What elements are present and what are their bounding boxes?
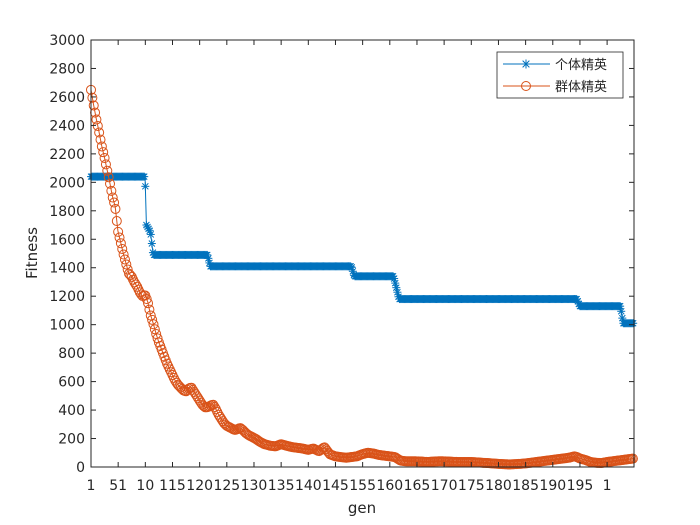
data-point-population-elite bbox=[147, 314, 158, 325]
data-point-population-elite bbox=[103, 172, 114, 183]
x-tick-label: 155 bbox=[349, 478, 376, 494]
y-tick-label: 2200 bbox=[49, 147, 85, 163]
data-point-population-elite bbox=[96, 141, 107, 152]
data-point-population-elite bbox=[88, 100, 99, 111]
y-tick-label: 1400 bbox=[49, 261, 85, 277]
data-point-population-elite bbox=[152, 333, 163, 344]
x-tick-label: 120 bbox=[186, 478, 213, 494]
legend: 个体精英 群体精英 bbox=[496, 51, 624, 99]
data-point-population-elite bbox=[143, 298, 154, 309]
x-tick-label: 51 bbox=[109, 478, 127, 494]
y-axis-label: Fitness bbox=[23, 227, 41, 279]
x-tick-label: 125 bbox=[213, 478, 240, 494]
legend-box bbox=[496, 51, 624, 99]
legend-label-series-2: 群体精英 bbox=[555, 80, 607, 95]
data-point-population-elite bbox=[109, 197, 120, 208]
y-tick-label: 200 bbox=[58, 432, 85, 448]
x-axis-label: gen bbox=[348, 499, 376, 517]
data-point-population-elite bbox=[162, 358, 173, 369]
legend-marker-series-1 bbox=[521, 59, 531, 69]
data-point-individual-elite bbox=[141, 182, 150, 191]
data-point-population-elite bbox=[118, 249, 129, 260]
data-point-population-elite bbox=[144, 304, 155, 315]
data-point-population-elite bbox=[110, 203, 121, 214]
x-tick-label: 195 bbox=[567, 478, 594, 494]
data-point-population-elite bbox=[141, 294, 152, 305]
data-point-population-elite bbox=[119, 254, 130, 265]
x-tick-label: 145 bbox=[322, 478, 349, 494]
legend-label-series-1: 个体精英 bbox=[555, 58, 607, 73]
x-tick-label: 160 bbox=[376, 478, 403, 494]
y-tick-label: 800 bbox=[58, 346, 85, 362]
data-point-population-elite bbox=[100, 159, 111, 170]
data-point-population-elite bbox=[209, 401, 220, 412]
data-point-population-elite bbox=[106, 185, 117, 196]
data-point-individual-elite bbox=[146, 230, 155, 239]
data-point-population-elite bbox=[122, 264, 133, 275]
data-point-population-elite bbox=[130, 279, 141, 290]
x-tick-label: 185 bbox=[512, 478, 539, 494]
data-point-population-elite bbox=[91, 114, 102, 125]
data-point-individual-elite bbox=[616, 302, 625, 311]
data-point-population-elite bbox=[132, 281, 143, 292]
x-tick-label: 170 bbox=[431, 478, 458, 494]
data-point-population-elite bbox=[87, 92, 98, 103]
x-tick-label: 135 bbox=[268, 478, 295, 494]
data-point-population-elite bbox=[95, 134, 106, 145]
data-point-population-elite bbox=[149, 324, 160, 335]
y-tick-label: 1800 bbox=[49, 204, 85, 220]
y-tick-label: 400 bbox=[58, 403, 85, 419]
data-point-individual-elite bbox=[147, 239, 156, 248]
x-tick-label: 10 bbox=[136, 478, 154, 494]
x-tick-label: 180 bbox=[485, 478, 512, 494]
x-tick-label: 165 bbox=[404, 478, 431, 494]
x-tick-label: 140 bbox=[295, 478, 322, 494]
y-tick-label: 2400 bbox=[49, 118, 85, 134]
data-point-population-elite bbox=[115, 238, 126, 249]
data-point-population-elite bbox=[113, 226, 124, 237]
series-markers-individual-elite bbox=[87, 172, 638, 328]
data-point-population-elite bbox=[121, 259, 132, 270]
data-point-population-elite bbox=[98, 147, 109, 158]
legend-star-marker bbox=[521, 59, 531, 69]
series-layer bbox=[86, 84, 638, 470]
y-tick-label: 2600 bbox=[49, 90, 85, 106]
data-point-population-elite bbox=[114, 232, 125, 243]
ticks-layer: 0 200 400 600 800 1000 1200 1400 1600 1800 2000 220… bbox=[49, 33, 634, 494]
y-tick-label: 0 bbox=[76, 460, 85, 476]
y-tick-label: 1000 bbox=[49, 318, 85, 334]
data-point-population-elite bbox=[117, 243, 128, 254]
data-point-population-elite bbox=[148, 319, 159, 330]
y-tick-label: 2000 bbox=[49, 175, 85, 191]
y-tick-label: 3000 bbox=[49, 33, 85, 49]
x-tick-label: 190 bbox=[539, 478, 566, 494]
legend-marker-series-2 bbox=[521, 81, 531, 91]
y-tick-label: 600 bbox=[58, 375, 85, 391]
data-point-population-elite bbox=[99, 152, 110, 163]
data-point-population-elite bbox=[102, 165, 113, 176]
data-point-individual-elite bbox=[617, 307, 626, 316]
y-tick-label: 2800 bbox=[49, 61, 85, 77]
data-point-individual-elite bbox=[629, 319, 638, 328]
x-tick-label: 130 bbox=[241, 478, 268, 494]
data-point-population-elite bbox=[204, 401, 215, 412]
data-point-population-elite bbox=[627, 453, 638, 464]
x-tick-label: 1 bbox=[603, 478, 612, 494]
data-point-population-elite bbox=[105, 178, 116, 189]
x-tick-label: 115 bbox=[159, 478, 186, 494]
data-point-population-elite bbox=[94, 127, 105, 138]
series-markers-population-elite bbox=[86, 84, 638, 470]
x-tick-label: 175 bbox=[458, 478, 485, 494]
data-point-population-elite bbox=[92, 120, 103, 131]
x-tick-label: 1 bbox=[87, 478, 96, 494]
data-point-population-elite bbox=[166, 367, 177, 378]
data-point-population-elite bbox=[107, 192, 118, 203]
data-point-individual-elite bbox=[140, 172, 149, 181]
y-tick-label: 1600 bbox=[49, 232, 85, 248]
data-point-population-elite bbox=[111, 216, 122, 227]
y-tick-label: 1200 bbox=[49, 289, 85, 305]
